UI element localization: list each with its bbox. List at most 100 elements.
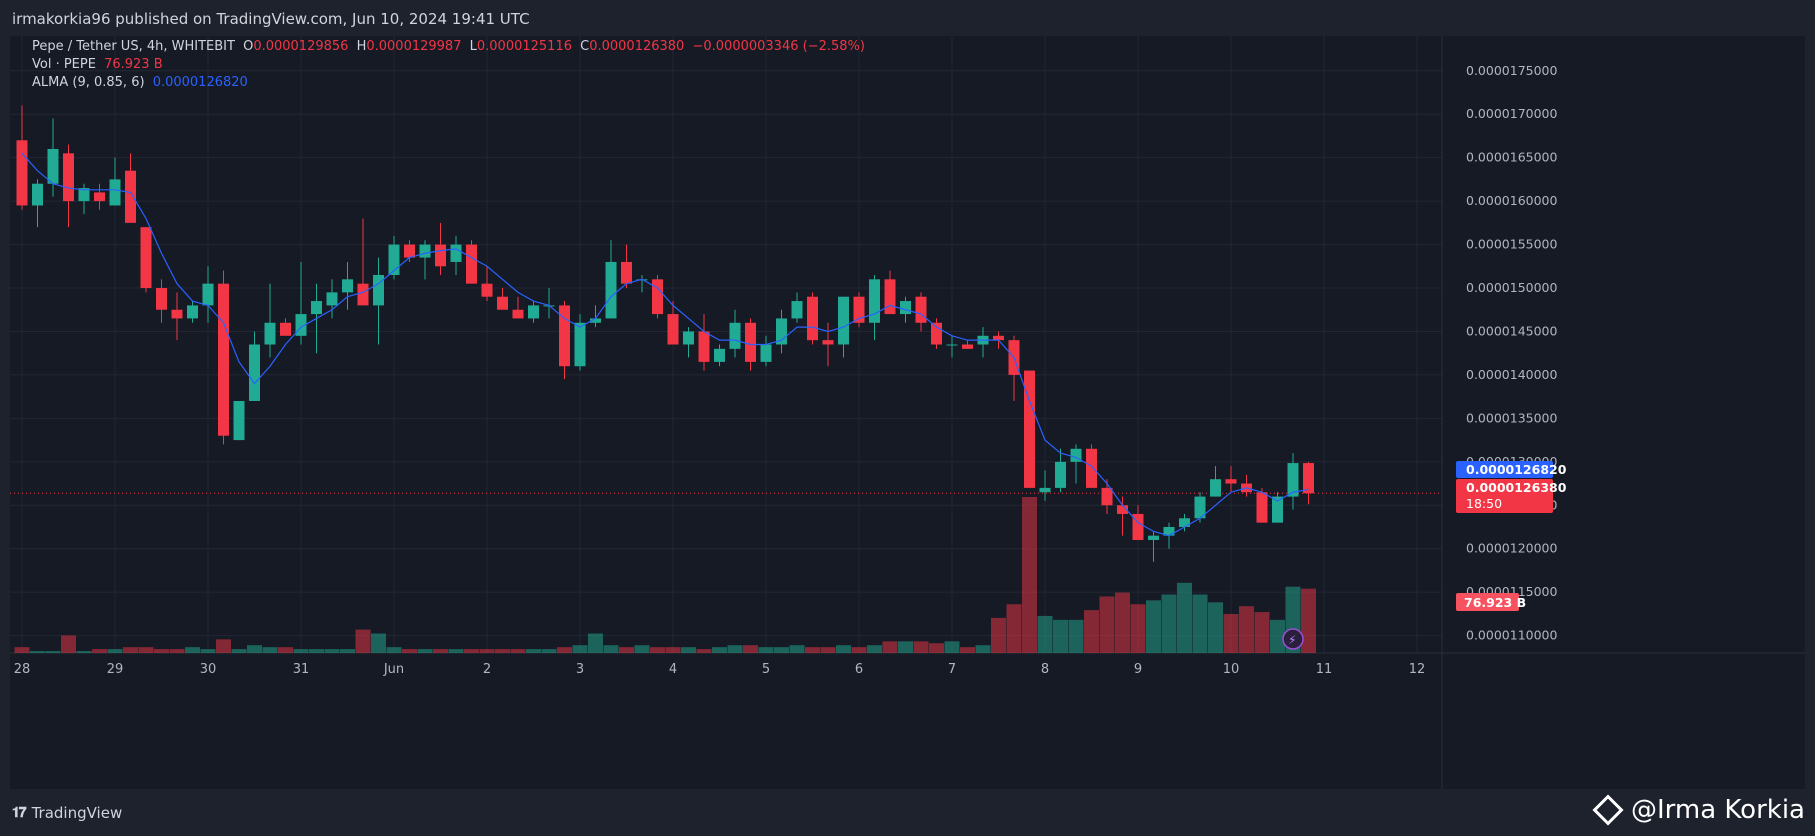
price-badge: 0.0000126380 [1466, 480, 1567, 495]
candle-body [1287, 463, 1299, 497]
candle-body [946, 344, 958, 346]
candle-body [698, 331, 710, 362]
diamond-icon [1592, 794, 1624, 826]
volume-legend[interactable]: Vol · PEPE 76.923 B [32, 57, 163, 72]
volume-bar [696, 649, 712, 653]
volume-bar [1068, 619, 1084, 653]
volume-bar [510, 649, 526, 653]
tradingview-brand[interactable]: 𝟏𝟕 TradingView [12, 804, 122, 822]
y-tick-label: 0.0000170000 [1466, 106, 1558, 121]
volume-bar [882, 641, 898, 653]
high-label: H [356, 39, 367, 54]
symbol-title[interactable]: Pepe / Tether US, 4h, WHITEBIT [32, 39, 235, 54]
y-tick-label: 0.0000140000 [1466, 367, 1558, 382]
watermark-text: @Irma Korkia [1631, 795, 1805, 825]
candle-body [838, 296, 849, 345]
candle-body [32, 183, 43, 206]
x-tick-label: 10 [1223, 662, 1240, 677]
candle-body [667, 314, 679, 345]
tradingview-logo-icon: 𝟏𝟕 [12, 805, 27, 821]
volume-bar [92, 649, 107, 653]
x-tick-label: 9 [1134, 662, 1142, 677]
x-tick-label: 29 [107, 662, 124, 677]
volume-bar [743, 645, 758, 653]
high-value: 0.0000129987 [366, 39, 462, 54]
candle-body [295, 314, 307, 336]
volume-bar [200, 649, 216, 653]
candle-body [931, 322, 942, 345]
alma-badge-bg [1456, 461, 1553, 478]
volume-bar [541, 649, 557, 653]
candle-body [435, 244, 446, 267]
candle-body [1210, 479, 1221, 497]
candlestick-chart[interactable]: 0.00001100000.00001150000.00001200000.00… [10, 36, 1805, 789]
volume-bar [820, 647, 836, 653]
volume-bar [495, 649, 510, 653]
candle-body [512, 309, 524, 319]
y-tick-label: 0.0000150000 [1466, 280, 1558, 295]
x-tick-label: 2 [483, 662, 491, 677]
x-tick-label: 3 [576, 662, 584, 677]
volume-bar [913, 641, 929, 653]
volume-bar [30, 651, 45, 653]
candle-body [1055, 461, 1066, 488]
candle-body [729, 322, 741, 349]
y-tick-label: 0.0000120000 [1466, 541, 1558, 556]
volume-value: 76.923 B [104, 57, 163, 72]
x-tick-label: 5 [762, 662, 770, 677]
volume-badge-bg [1456, 593, 1519, 611]
volume-bar [1053, 619, 1068, 653]
candle-body [63, 153, 74, 202]
volume-bar [1037, 615, 1053, 653]
candle-body [1163, 526, 1175, 536]
candle-body [218, 283, 229, 436]
candle-body [1225, 479, 1237, 484]
y-tick-label: 0.0000175000 [1466, 63, 1558, 78]
candle-body [869, 279, 880, 323]
volume-bar [665, 647, 681, 653]
x-tick-label: Jun [383, 662, 404, 677]
volume-bar [1177, 582, 1192, 653]
candle-body [373, 274, 384, 306]
volume-bar [789, 645, 805, 653]
volume-bar [45, 651, 61, 653]
candle-body [745, 322, 756, 362]
candle-body [1024, 370, 1035, 488]
lightning-glyph: ⚡ [1288, 633, 1296, 647]
candle-body [342, 279, 353, 293]
volume-bar [960, 647, 975, 653]
x-tick-label: 30 [200, 662, 217, 677]
candle-body [1039, 487, 1051, 493]
published-header: irmakorkia96 published on TradingView.co… [0, 0, 1815, 36]
candle-body [1070, 448, 1082, 462]
published-text: irmakorkia96 published on TradingView.co… [12, 10, 530, 28]
volume-bar [14, 647, 30, 653]
alma-legend[interactable]: ALMA (9, 0.85, 6) 0.0000126820 [32, 75, 248, 90]
volume-bar [836, 645, 851, 653]
candle-body [1194, 496, 1206, 519]
candle-body [807, 296, 818, 341]
lightning-icon[interactable] [1282, 628, 1304, 650]
x-tick-label: 4 [669, 662, 677, 677]
x-tick-label: 6 [855, 662, 863, 677]
volume-bar [1223, 614, 1239, 653]
y-tick-label: 0.0000145000 [1466, 323, 1558, 338]
candles [16, 105, 1314, 562]
volume-bar [479, 649, 495, 653]
candle-body [1086, 448, 1097, 488]
candle-body [1272, 496, 1283, 523]
ohlc-legend: Pepe / Tether US, 4h, WHITEBIT O0.000012… [32, 39, 865, 54]
chart-panel[interactable]: 0.0000110000 0.0000115000 0.0000120000 0.00… [10, 36, 1805, 789]
volume-bar [1270, 619, 1285, 653]
candle-body [388, 244, 400, 275]
low-value: 0.0000125116 [476, 39, 572, 54]
candle-body [47, 148, 59, 184]
volume-bar [324, 649, 340, 653]
volume-bar [433, 649, 448, 653]
volume-bar [1161, 594, 1177, 653]
candle-body [357, 283, 369, 306]
candle-body [590, 318, 601, 323]
candle-body [311, 301, 322, 315]
volume-bar [572, 645, 588, 653]
candle-body [1179, 518, 1190, 527]
